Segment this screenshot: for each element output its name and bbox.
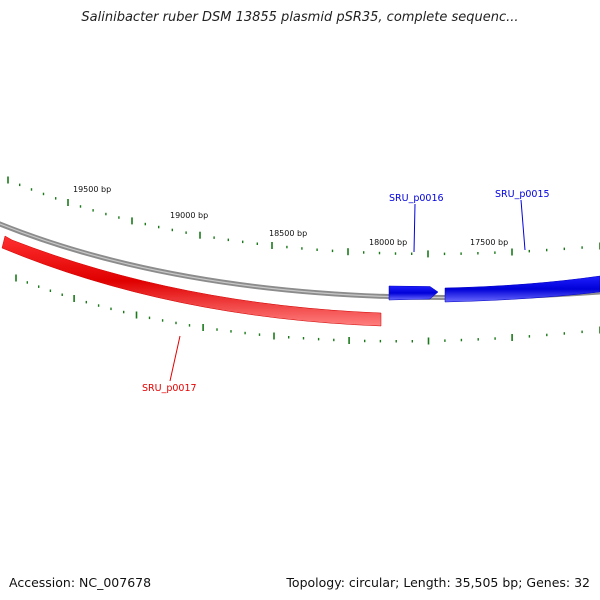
position-label-17500: 17500 bp (470, 238, 508, 247)
gene-sru-p0015[interactable] (444, 275, 600, 303)
gene-label-line-sru-p0015 (520, 199, 526, 251)
gene-label-line-sru-p0016 (413, 203, 416, 253)
inner-tick-ring (15, 274, 600, 345)
gene-label-sru-p0017[interactable]: SRU_p0017 (142, 383, 197, 394)
position-label-18000: 18000 bp (369, 238, 407, 247)
map-title: Salinibacter ruber DSM 13855 plasmid pSR… (81, 10, 519, 25)
gene-sru-p0016[interactable] (388, 285, 439, 301)
position-label-19000: 19000 bp (170, 211, 208, 220)
summary-text: Topology: circular; Length: 35,505 bp; G… (286, 575, 590, 590)
gene-label-line-sru-p0017 (169, 335, 181, 382)
position-label-18500: 18500 bp (269, 229, 307, 238)
outer-tick-ring (7, 176, 600, 258)
gene-label-sru-p0015[interactable]: SRU_p0015 (495, 189, 550, 200)
position-label-19500: 19500 bp (73, 185, 111, 194)
accession-text: Accession: NC_007678 (9, 575, 152, 590)
gene-label-sru-p0016[interactable]: SRU_p0016 (389, 193, 444, 204)
gene-sru-p0017[interactable] (1, 235, 382, 327)
